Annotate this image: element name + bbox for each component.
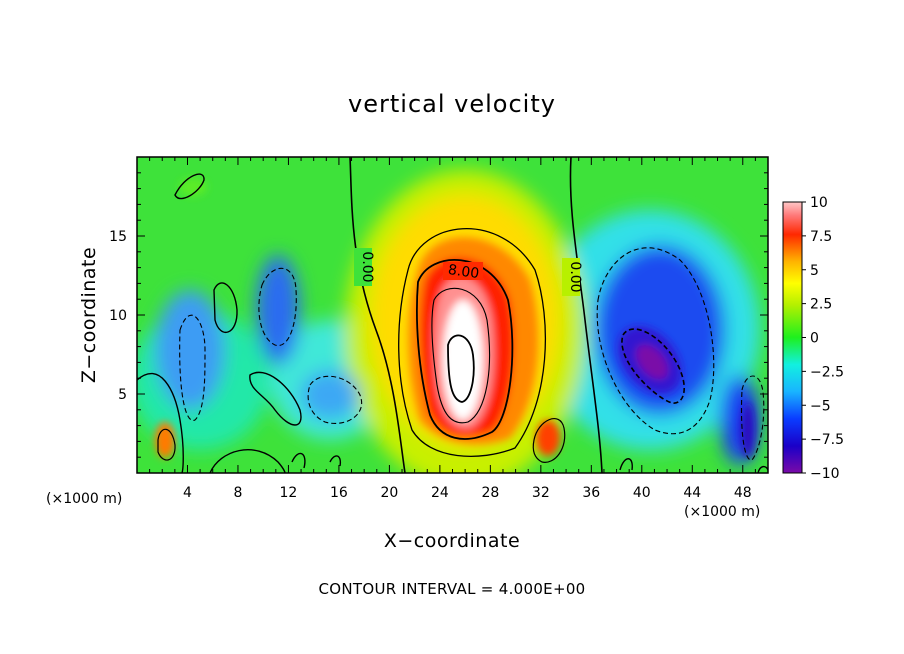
contour-label-zero-right: 0.00 xyxy=(567,261,583,292)
contour-label-zero-left: 0.00 xyxy=(359,251,375,282)
y-tick-label: 15 xyxy=(109,229,127,245)
colorbar-tick-label: 2.5 xyxy=(810,297,832,313)
x-axis-label: X−coordinate xyxy=(384,530,520,552)
colorbar-tick-label: 7.5 xyxy=(810,229,832,245)
x-tick-label: 44 xyxy=(683,485,701,501)
colorbar-ticks: 10 7.5 5 2.5 0 −2.5 −5 −7.5 −10 xyxy=(802,195,844,482)
x-tick-label: 48 xyxy=(734,485,752,501)
label-background xyxy=(562,258,580,296)
contour-lines xyxy=(137,157,768,473)
contour-labels: 0.00 8.00 0.00 xyxy=(354,248,583,296)
colorbar xyxy=(782,201,803,474)
chart-title: vertical velocity xyxy=(348,90,556,118)
x-unit-left: (×1000 m) xyxy=(46,491,122,507)
velocity-field xyxy=(137,157,768,473)
x-tick-label: 40 xyxy=(633,485,651,501)
x-tick-label: 32 xyxy=(532,485,550,501)
x-unit-right: (×1000 m) xyxy=(684,504,760,520)
label-background xyxy=(443,262,483,280)
contour-interval-footer: CONTOUR INTERVAL = 4.000E+00 xyxy=(318,580,585,598)
label-background xyxy=(354,248,372,286)
x-axis-ticks: 4 8 12 16 20 24 28 32 36 40 44 48 xyxy=(149,157,756,501)
x-tick-label: 4 xyxy=(183,485,192,501)
y-axis-label: Z−coordinate xyxy=(78,247,100,383)
y-tick-label: 10 xyxy=(109,308,127,324)
x-tick-label: 28 xyxy=(481,485,499,501)
x-tick-label: 36 xyxy=(582,485,600,501)
x-tick-label: 12 xyxy=(280,485,298,501)
x-tick-label: 24 xyxy=(431,485,449,501)
colorbar-tick-label: −10 xyxy=(810,466,840,482)
colorbar-tick-label: −2.5 xyxy=(810,364,844,380)
colorbar-tick-label: 10 xyxy=(810,195,828,211)
x-tick-label: 20 xyxy=(380,485,398,501)
y-tick-label: 5 xyxy=(118,387,127,403)
colorbar-tick-label: 5 xyxy=(810,263,819,279)
x-tick-label: 8 xyxy=(233,485,242,501)
x-tick-label: 16 xyxy=(330,485,348,501)
colorbar-tick-label: −7.5 xyxy=(810,432,844,448)
y-axis-ticks: 5 10 15 xyxy=(109,172,768,458)
colorbar-tick-label: 0 xyxy=(810,331,819,347)
colorbar-tick-label: −5 xyxy=(810,398,831,414)
contour-label-eight: 8.00 xyxy=(447,262,480,282)
